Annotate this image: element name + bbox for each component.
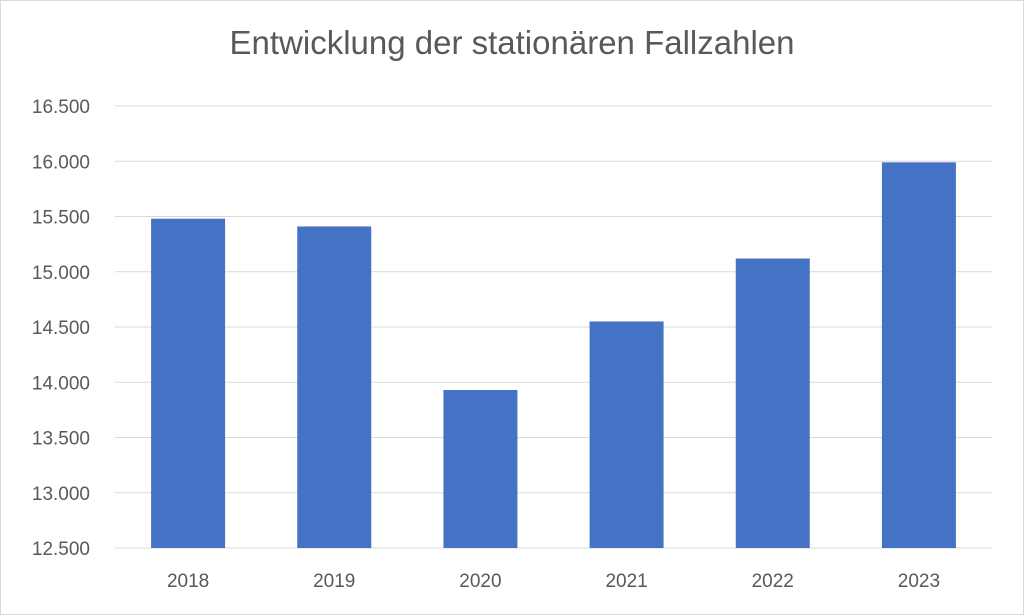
y-axis-ticks: 12.500 13.000 13.500 14.000 14.500 15.000 15.5… — [32, 97, 90, 560]
x-tick-label: 2018 — [167, 571, 209, 592]
bar-2019 — [297, 226, 372, 548]
y-tick-label: 16.000 — [32, 152, 90, 173]
y-tick-label: 16.500 — [32, 97, 90, 118]
y-tick-label: 15.500 — [32, 208, 90, 229]
x-tick-label: 2021 — [605, 571, 647, 592]
bars — [151, 162, 956, 549]
x-tick-label: 2023 — [898, 571, 940, 592]
y-tick-label: 15.000 — [32, 263, 90, 284]
bar-2021 — [589, 321, 664, 548]
gridlines — [115, 105, 992, 549]
y-tick-label: 13.500 — [32, 429, 90, 450]
y-tick-label: 12.500 — [32, 539, 90, 560]
bar-2022 — [735, 258, 810, 548]
y-tick-label: 14.000 — [32, 373, 90, 394]
bar-2018 — [151, 218, 226, 548]
bar-2023 — [881, 162, 956, 549]
y-tick-label: 13.000 — [32, 484, 90, 505]
x-axis-ticks: 2018 2019 2020 2021 2022 2023 — [167, 571, 940, 592]
x-tick-label: 2022 — [752, 571, 794, 592]
x-tick-label: 2019 — [313, 571, 355, 592]
bar-2020 — [443, 389, 518, 548]
y-tick-label: 14.500 — [32, 318, 90, 339]
x-tick-label: 2020 — [459, 571, 501, 592]
chart-title: Entwicklung der stationären Fallzahlen — [229, 24, 795, 61]
